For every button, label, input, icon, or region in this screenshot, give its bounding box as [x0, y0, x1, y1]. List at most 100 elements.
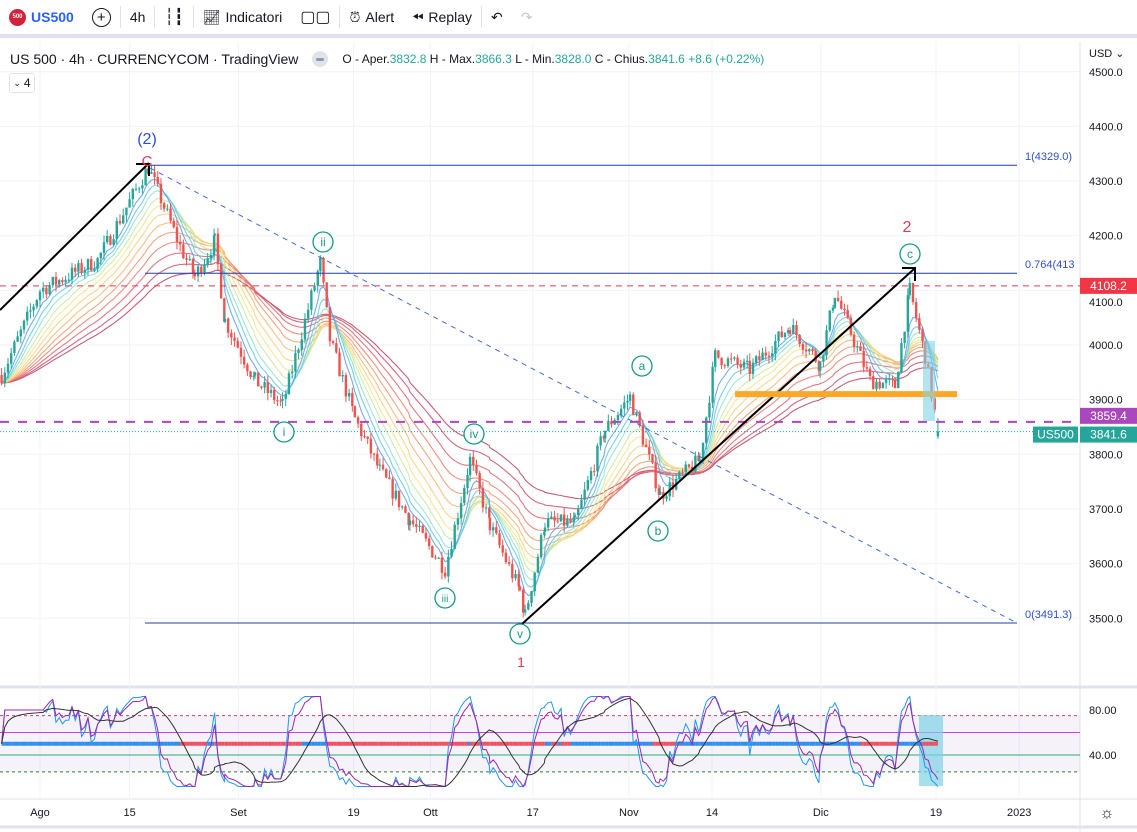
candle-body [808, 349, 811, 352]
candle-body [573, 515, 577, 518]
candle-body [843, 308, 846, 311]
candle-body [746, 360, 749, 362]
candle-body [730, 358, 733, 360]
candle-body [491, 527, 495, 531]
candle-body [3, 372, 6, 384]
wave-circle-a [631, 355, 653, 377]
wave-label-1: 1 [517, 654, 525, 670]
candle-body [495, 527, 498, 534]
time-tick-label: Ott [423, 807, 438, 819]
replay-button[interactable]: ⏪︎ Replay [403, 0, 481, 36]
candle-body [153, 172, 156, 177]
candle-body [533, 572, 536, 592]
candle-body [297, 349, 300, 354]
candle-body [0, 375, 3, 384]
candle-body [596, 445, 599, 472]
rewind-icon: ⏪︎ [412, 8, 424, 25]
candle-body [182, 244, 185, 259]
wave-circle-i [273, 421, 295, 443]
divider [192, 6, 194, 28]
candle-body [648, 447, 651, 455]
candle-body [628, 394, 632, 401]
candle-body [212, 235, 216, 256]
time-tick-label: 19 [930, 807, 942, 819]
wave-label-iv: iv [470, 427, 479, 441]
candle-body [411, 520, 415, 525]
highlight-box [923, 341, 935, 421]
candle-body [795, 325, 798, 335]
candle-body [767, 355, 771, 357]
arrow-head-icon [136, 163, 150, 176]
layouts-button[interactable]: ▢▢ [291, 0, 339, 36]
candle-body [99, 252, 102, 259]
candle-body [325, 282, 328, 308]
ema-ribbon-line [1, 178, 939, 597]
candle-body [306, 309, 310, 319]
candle-body [589, 471, 593, 481]
candle-body [891, 378, 894, 380]
candle-body [236, 340, 239, 348]
candle-body [16, 336, 19, 342]
candle-body [391, 479, 394, 499]
candle-body [266, 382, 270, 393]
close-label: C - Chius. [594, 52, 649, 66]
candle-body [32, 306, 35, 311]
alert-button[interactable]: ⏰︎ Alert [340, 0, 403, 36]
candle-body [253, 372, 257, 376]
alert-label: Alert [365, 9, 395, 25]
purple-level-tag-bg [1080, 407, 1137, 424]
candle-body [141, 185, 144, 189]
interval-label: 4h [129, 9, 146, 25]
open-value: 3832.8 [389, 52, 427, 66]
market-status-icon [312, 51, 329, 67]
candle-body [607, 420, 610, 431]
interval-button[interactable]: 4h [121, 0, 155, 36]
undo-button[interactable]: ↶ [482, 0, 512, 36]
candle-body [583, 489, 586, 500]
redo-button[interactable]: ↷ [512, 0, 542, 36]
candle-body [313, 285, 316, 291]
candle-body [840, 300, 843, 309]
candle-body [893, 379, 897, 389]
rsi-tick-label: 80.00 [1089, 705, 1117, 717]
currency-selector[interactable]: USD ⌄ [1089, 48, 1125, 60]
candle-body [908, 283, 911, 296]
candle-body [394, 490, 398, 499]
candle-body [523, 609, 527, 613]
candle-body [115, 221, 118, 240]
add-symbol-button[interactable]: + [83, 0, 120, 36]
candle-body [54, 276, 58, 285]
ema-ribbon-line [1, 262, 939, 510]
candle-body [434, 557, 437, 559]
candle-body [360, 423, 363, 437]
indicators-button[interactable]: 📈︎ Indicatori [194, 0, 292, 36]
candle-body [226, 318, 230, 333]
candle-body [453, 524, 456, 550]
symbol-button[interactable]: 500 US500 [0, 0, 83, 36]
candle-body [74, 267, 77, 272]
candle-body [447, 556, 450, 577]
candle-body [586, 480, 590, 490]
candle-body [484, 507, 488, 509]
candle-body [701, 442, 705, 460]
candle-body [705, 417, 708, 443]
candle-body [230, 332, 233, 338]
candle-body [407, 512, 410, 526]
candle-body [723, 365, 726, 367]
rsi-tick-label: 40.00 [1089, 750, 1117, 762]
candle-body [852, 334, 856, 347]
chart-type-button[interactable]: ┆┇ [155, 0, 192, 36]
candle-body [48, 285, 51, 295]
candle-body [658, 491, 662, 495]
candle-body [128, 199, 131, 208]
candle-body [459, 503, 463, 519]
candle-body [203, 264, 206, 273]
top-toolbar: 500 US500 + 4h ┆┇ 📈︎ Indicatori ▢▢ ⏰︎ Alert… [0, 0, 1137, 38]
wave-label-v: v [517, 627, 523, 641]
chart-title: US 500 · 4h · CURRENCYCOM · TradingView [10, 51, 299, 67]
indicators-toggle-button[interactable]: ⌄ 4 [9, 73, 35, 93]
candle-body [801, 344, 805, 350]
trend-dashed-line [149, 167, 1016, 623]
candle-body [694, 455, 697, 472]
